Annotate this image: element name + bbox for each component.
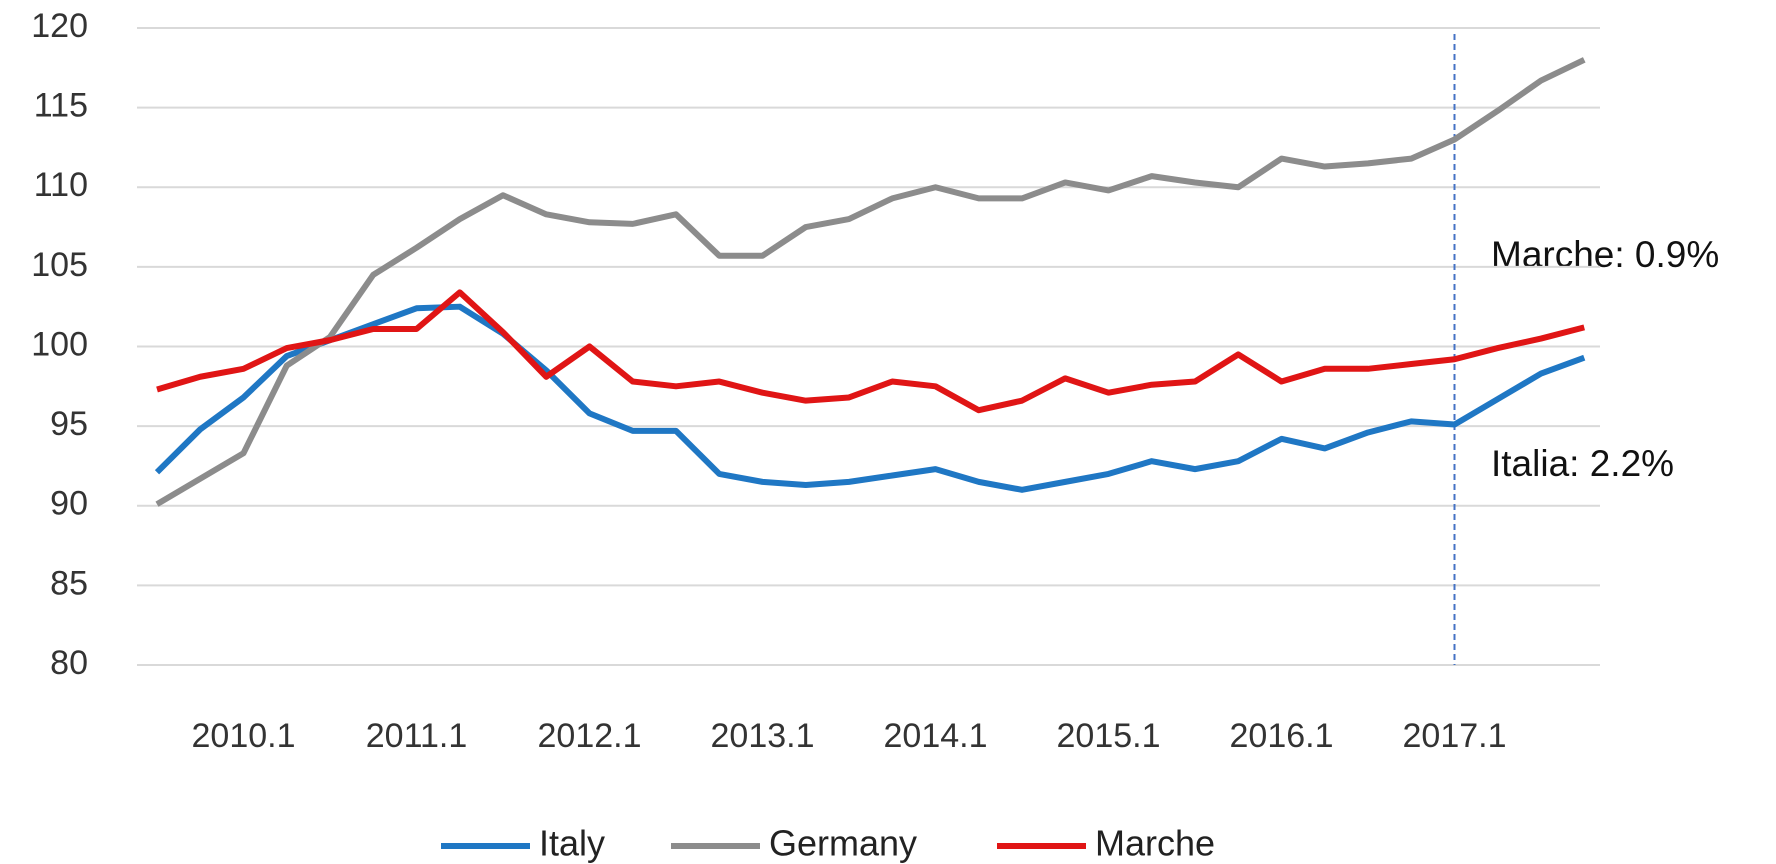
x-tick-label: 2016.1 xyxy=(1230,717,1334,755)
series-line xyxy=(156,289,1585,414)
y-tick-label: 95 xyxy=(50,405,88,443)
legend-label: Germany xyxy=(769,823,917,864)
x-tick-label: 2014.1 xyxy=(884,717,988,755)
annotation: Marche: 0.9% xyxy=(1491,234,1719,275)
annotation: Italia: 2.2% xyxy=(1491,443,1674,484)
y-tick-label: 110 xyxy=(34,166,88,204)
y-tick-label: 100 xyxy=(31,325,88,363)
y-tick-label: 115 xyxy=(34,87,88,125)
x-tick-label: 2015.1 xyxy=(1057,717,1161,755)
y-tick-label: 80 xyxy=(50,644,88,682)
y-tick-label: 120 xyxy=(31,7,88,45)
series-line xyxy=(155,57,1586,507)
y-tick-label: 85 xyxy=(50,564,88,602)
x-tick-label: 2012.1 xyxy=(538,717,642,755)
series-line xyxy=(154,303,1586,493)
x-tick-label: 2010.1 xyxy=(192,717,296,755)
x-tick-label: 2017.1 xyxy=(1403,717,1507,755)
y-tick-label: 90 xyxy=(50,485,88,523)
x-tick-label: 2013.1 xyxy=(711,717,815,755)
legend-label: Marche xyxy=(1095,823,1215,864)
legend-label: Italy xyxy=(539,823,605,864)
x-tick-label: 2011.1 xyxy=(366,717,467,755)
y-tick-label: 105 xyxy=(31,246,88,284)
